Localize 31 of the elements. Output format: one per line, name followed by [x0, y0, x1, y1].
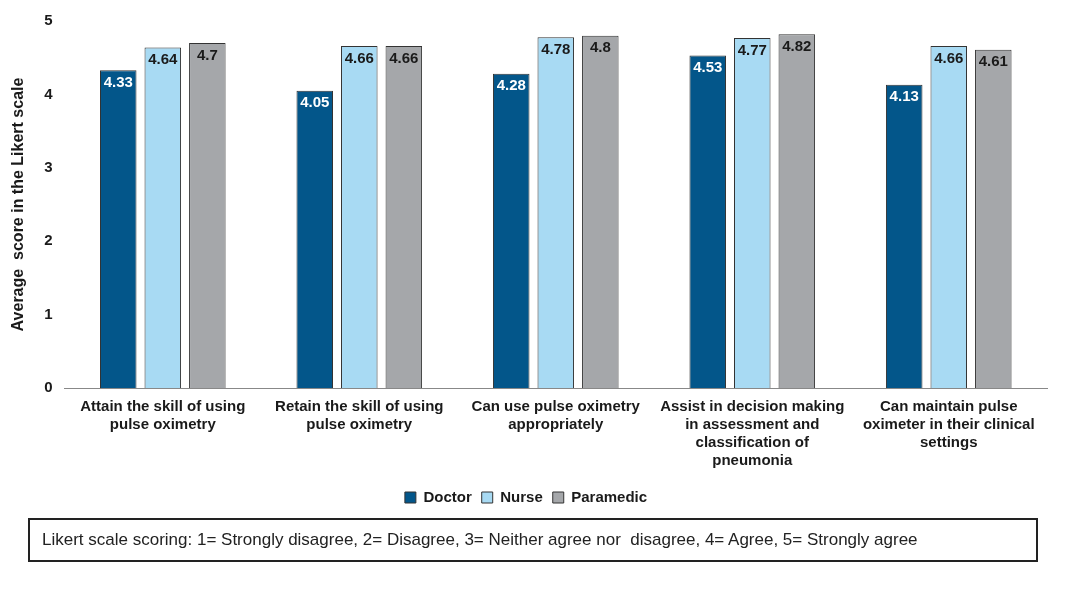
data-label: 4.28 [496, 76, 526, 94]
y-tick-label: 2 [44, 231, 53, 249]
data-label: 4.66 [344, 48, 374, 66]
legend-label: Paramedic [571, 487, 648, 505]
data-label: 4.05 [300, 93, 330, 111]
data-label: 4.33 [103, 72, 133, 90]
data-label: 4.61 [978, 52, 1008, 70]
y-tick-label: 1 [44, 304, 53, 322]
data-label: 4.64 [148, 50, 179, 68]
data-label: 4.66 [934, 48, 964, 66]
x-tick-label: Assist in decision making in assessment and classification of pneumonia [660, 397, 845, 469]
data-label: 4.82 [782, 36, 812, 54]
x-tick-label: Retain the skill of using pulse oximetry [275, 397, 444, 433]
data-label: 4.77 [737, 40, 767, 58]
y-tick-label: 5 [44, 11, 53, 29]
y-tick-label: 0 [44, 378, 53, 396]
data-label: 4.66 [389, 48, 419, 66]
x-tick-label: Can use pulse oximetry appropriately [471, 397, 641, 433]
y-tick-label: 3 [44, 157, 53, 175]
data-label: 4.7 [196, 45, 218, 63]
legend-label: Doctor [423, 487, 472, 505]
y-axis-title: Average score in the Likert scale [9, 77, 27, 332]
x-tick-label: Attain the skill of using pulse oximetry [80, 397, 246, 433]
x-tick-label: Can maintain pulse oximeter in their clinical settings [862, 397, 1035, 451]
data-label: 4.13 [889, 87, 919, 105]
legend-label: Nurse [500, 487, 543, 505]
data-label: 4.53 [693, 58, 723, 76]
y-tick-label: 4 [44, 84, 54, 102]
data-label: 4.78 [541, 39, 571, 57]
data-label: 4.8 [589, 38, 611, 56]
text: Likert scale scoring: 1= Strongly disagree, 2= Disagree, 3= Neither agree nor disagree, 4= Agree, 5= Strongly agree [28, 518, 1038, 562]
